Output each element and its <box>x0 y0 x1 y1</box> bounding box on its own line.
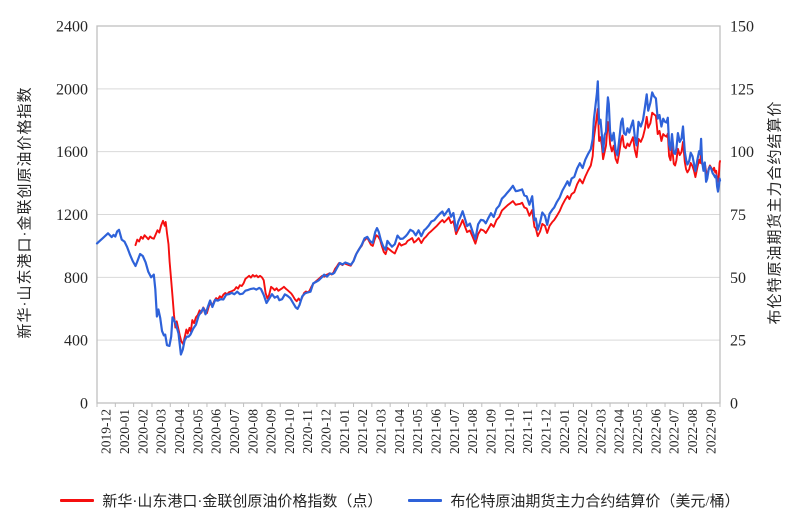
left-axis-title: 新华·山东港口·金联创原油价格指数 <box>17 86 34 339</box>
right-axis-tick-label: 25 <box>730 333 746 350</box>
x-axis-tick-label: 2022-02 <box>575 409 590 454</box>
left-axis-tick-label: 1600 <box>56 144 88 161</box>
x-axis-tick-label: 2020-11 <box>300 409 315 454</box>
x-axis-tick-label: 2019-12 <box>99 409 114 454</box>
x-axis-tick-label: 2022-08 <box>685 409 700 454</box>
x-axis-tick-label: 2020-09 <box>264 409 279 454</box>
right-axis-tick-label: 150 <box>730 19 754 36</box>
legend-item-brent: 布伦特原油期货主力合约结算价（美元/桶） <box>408 490 740 511</box>
x-axis-tick-label: 2021-06 <box>428 409 443 454</box>
x-axis-tick-label: 2020-07 <box>227 409 242 454</box>
x-axis-tick-label: 2022-09 <box>703 409 718 454</box>
brent-price-line <box>95 80 722 356</box>
x-axis-tick-label: 2020-05 <box>190 409 205 454</box>
x-axis-tick-label: 2021-08 <box>465 409 480 454</box>
legend-label-index: 新华·山东港口·金联创原油价格指数（点） <box>102 494 383 510</box>
x-axis-tick-label: 2020-10 <box>282 409 297 454</box>
blue-line-swatch <box>408 499 443 502</box>
right-axis-tick-label: 50 <box>730 270 746 287</box>
x-axis-tick-label: 2021-03 <box>374 409 389 454</box>
x-axis-tick-label: 2021-10 <box>502 409 517 454</box>
legend-item-index: 新华·山东港口·金联创原油价格指数（点） <box>60 490 382 511</box>
x-axis-tick-label: 2022-01 <box>557 409 572 454</box>
index-price-line <box>134 107 721 346</box>
x-axis-tick-label: 2021-11 <box>520 409 535 454</box>
x-axis-tick-label: 2021-12 <box>538 409 553 454</box>
left-axis-tick-label: 800 <box>64 270 88 287</box>
x-axis-tick-label: 2022-06 <box>648 409 663 454</box>
right-axis-tick-label: 75 <box>730 207 746 224</box>
left-axis-tick-label: 1200 <box>56 207 88 224</box>
x-axis-tick-label: 2021-05 <box>410 409 425 454</box>
right-axis-title: 布伦特原油期货主力合约结算价 <box>767 100 784 325</box>
x-axis-tick-label: 2021-02 <box>355 409 370 454</box>
right-axis-tick-label: 125 <box>730 81 754 98</box>
x-axis-tick-label: 2020-08 <box>245 409 260 454</box>
x-axis-tick-label: 2022-05 <box>630 409 645 454</box>
x-axis-tick-label: 2021-01 <box>337 409 352 454</box>
right-axis-tick-label: 0 <box>730 396 738 413</box>
x-axis-tick-label: 2020-12 <box>319 409 334 454</box>
legend-label-brent: 布伦特原油期货主力合约结算价（美元/桶） <box>450 494 740 510</box>
x-axis-tick-label: 2020-03 <box>154 409 169 454</box>
x-axis-tick-label: 2022-03 <box>593 409 608 454</box>
left-axis-tick-label: 2000 <box>56 81 88 98</box>
x-axis-tick-label: 2021-04 <box>392 409 407 454</box>
x-axis-tick-label: 2021-07 <box>447 409 462 454</box>
left-axis-tick-label: 0 <box>80 396 88 413</box>
x-axis-tick-label: 2021-09 <box>483 409 498 454</box>
right-axis-tick-label: 100 <box>730 144 754 161</box>
red-line-swatch <box>60 499 95 502</box>
x-axis-tick-label: 2020-04 <box>172 409 187 454</box>
x-axis-tick-label: 2020-06 <box>209 409 224 454</box>
x-axis-tick-label: 2020-02 <box>135 409 150 454</box>
left-axis-tick-label: 2400 <box>56 19 88 36</box>
left-axis-tick-label: 400 <box>64 333 88 350</box>
x-axis-tick-label: 2022-04 <box>612 409 627 454</box>
legend: 新华·山东港口·金联创原油价格指数（点） 布伦特原油期货主力合约结算价（美元/桶… <box>0 490 800 511</box>
x-axis-tick-label: 2022-07 <box>667 409 682 454</box>
x-axis-tick-label: 2020-01 <box>117 409 132 454</box>
